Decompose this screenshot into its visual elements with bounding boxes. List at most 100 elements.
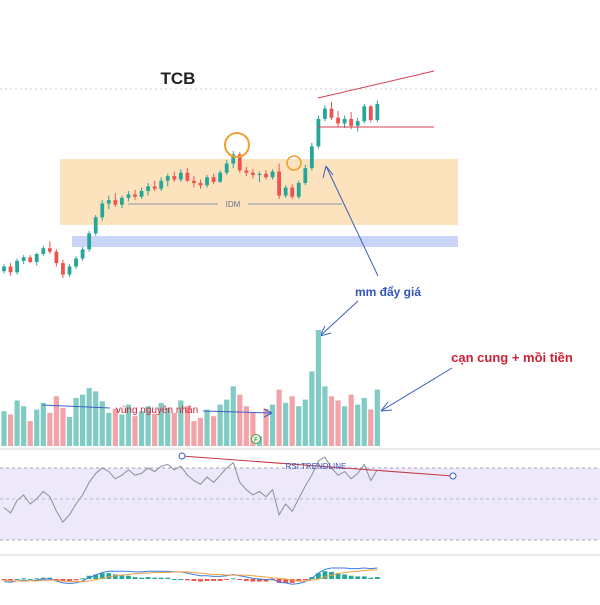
macd-histogram-bar [47,577,53,579]
macd-histogram-bar [40,577,46,579]
volume-pane: cạn cung + mồi tiền vùng nguyên nhân F [1,330,573,446]
macd-histogram-bar [60,579,66,581]
vung-arrow-right [202,410,273,414]
candle-body [34,253,39,262]
macd-pane [0,554,600,585]
candle-body [257,173,262,175]
macd-histogram-bar [21,578,27,580]
macd-histogram-bar [283,579,289,583]
macd-histogram-bar [191,579,197,581]
volume-bar [335,400,341,446]
mm-arrow-shaft-down [319,300,359,337]
price-pane: TCB IDM mm đẩy giá [0,69,600,337]
demand-zone [60,159,458,225]
mm-arrow-shaft-up [325,165,379,277]
macd-histogram-bar [112,574,118,579]
mm-day-gia-label: mm đẩy giá [355,285,421,299]
rsi-trendline [181,455,454,477]
candle-body [205,177,209,186]
volume-bar [158,402,164,446]
candle-body [355,121,360,126]
mm-arrow-head-up [322,165,334,179]
mm-arrow-group: mm đẩy giá [319,165,421,337]
candle-body [336,117,340,124]
volume-bar [14,400,20,446]
candle-body [15,260,19,273]
candle-body [309,146,314,169]
macd-histogram-bar [54,579,59,580]
volume-bar [217,404,223,446]
macd-histogram-bar [93,574,99,579]
macd-histogram-bar [211,579,216,581]
macd-histogram-bar [132,577,138,579]
macd-histogram-bar [263,579,269,582]
macd-histogram-bar [322,571,328,579]
candle-body [329,108,334,118]
volume-bar [204,409,210,446]
macd-histogram-bar [316,573,321,579]
macd-histogram [1,571,380,583]
volume-bar [132,416,138,446]
candle-body [100,203,105,218]
candle-body [323,108,327,119]
candle-body [198,182,203,186]
volume-bar [197,417,204,446]
macd-histogram-bar [302,579,308,580]
volume-bar [93,391,99,446]
candle-body [139,191,144,197]
volume-bar [361,397,367,446]
can-cung-label: cạn cung + mồi tiền [451,350,573,365]
candle-body [185,172,190,181]
macd-histogram-bar [185,579,190,581]
macd-histogram-bar [34,578,40,580]
volume-bar [73,397,79,446]
candle-body [349,118,354,126]
triangle-pattern [317,70,435,128]
candle-body [231,154,236,164]
volume-bar [355,404,361,446]
candle-body [2,266,6,272]
volume-bar [106,412,112,446]
macd-histogram-bar [8,579,13,581]
candle-body [41,248,46,254]
candle-body [218,172,223,182]
macd-histogram-bar [342,574,347,579]
macd-histogram-bar [296,579,302,582]
vung-nguyen-nhan-label: vùng nguyên nhân [116,405,198,416]
candle-body [251,172,255,175]
macd-histogram-bar [158,577,164,579]
volume-bar [86,388,92,446]
can-cung-arrow-head [380,401,393,412]
candle-body [47,248,52,252]
volume-bar [368,409,374,446]
macd-histogram-bar [27,579,33,580]
highlight-circle-left [224,132,250,158]
candle-body [159,180,164,189]
macd-histogram-bar [374,577,380,579]
rsi-line [3,456,378,523]
volume-bar [184,406,190,446]
volume-bar [60,407,66,446]
volume-bar [243,406,249,446]
volume-bar [342,406,348,446]
macd-histogram-bar [250,579,256,582]
candle-body [277,171,281,196]
macd-histogram-bar [139,577,144,579]
volume-bar [322,386,328,446]
candle-body [106,200,111,204]
macd-histogram-bar [270,579,275,581]
idm-annotation: IDM [128,200,342,209]
candle-body [362,106,367,122]
volume-bar [296,406,302,446]
rsi-trendline-end [449,472,457,480]
volume-bar [152,413,158,446]
volume-bar [224,399,230,446]
volume-bar [276,389,282,446]
volume-bar [263,408,269,446]
candle-body [80,249,85,259]
volume-bar [138,411,145,446]
macd-histogram-bar [368,577,374,579]
macd-histogram-bar [106,573,112,579]
volume-bar [302,399,308,446]
macd-histogram-bar [119,575,125,579]
